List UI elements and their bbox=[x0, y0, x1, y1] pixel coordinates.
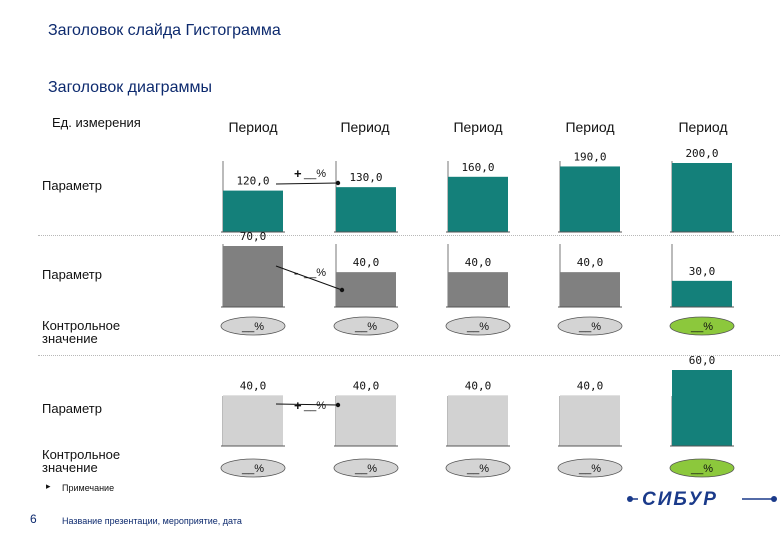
bar bbox=[560, 395, 620, 446]
chart-title: Заголовок диаграммы bbox=[48, 79, 212, 96]
bar bbox=[448, 395, 508, 446]
period-label: Период bbox=[565, 119, 615, 135]
data-label: 40,0 bbox=[353, 379, 380, 392]
change-label: __% bbox=[303, 400, 326, 412]
logo-line-icon bbox=[627, 491, 777, 509]
data-label: 130,0 bbox=[349, 171, 382, 184]
bar bbox=[560, 166, 620, 232]
divider bbox=[38, 235, 780, 236]
change-arrow-head bbox=[335, 402, 341, 408]
data-label: 160,0 bbox=[461, 161, 494, 174]
change-sign: + bbox=[294, 398, 302, 413]
bar bbox=[336, 272, 396, 307]
change-sign: + bbox=[294, 166, 302, 181]
bar bbox=[560, 272, 620, 307]
divider bbox=[38, 355, 780, 356]
note-text: Примечание bbox=[62, 483, 115, 493]
bar bbox=[223, 190, 283, 232]
control-badge bbox=[557, 458, 623, 478]
row-label-line: Контрольное bbox=[42, 447, 121, 462]
control-badge-label: __% bbox=[690, 321, 713, 333]
bar bbox=[672, 163, 732, 232]
period-label: Период bbox=[678, 119, 728, 135]
period-label: Период bbox=[228, 119, 278, 135]
control-badge bbox=[333, 316, 399, 336]
page-number: 6 bbox=[30, 512, 37, 526]
bar bbox=[223, 395, 283, 446]
data-label: 60,0 bbox=[689, 354, 716, 367]
control-badge bbox=[220, 316, 286, 336]
change-label: __% bbox=[303, 168, 326, 180]
change-sign: - bbox=[294, 265, 298, 280]
unit-label: Ед. измерения bbox=[52, 115, 141, 130]
data-label: 40,0 bbox=[465, 379, 492, 392]
control-badge-label: __% bbox=[578, 321, 601, 333]
control-badge bbox=[333, 458, 399, 478]
logo: СИБУР bbox=[642, 489, 718, 510]
bar bbox=[672, 280, 732, 307]
control-badge bbox=[669, 316, 735, 336]
row-label-line: Контрольное bbox=[42, 318, 121, 333]
data-label: 40,0 bbox=[577, 256, 604, 269]
data-label: 70,0 bbox=[240, 230, 267, 243]
data-label: 120,0 bbox=[236, 175, 269, 188]
bar bbox=[336, 395, 396, 446]
change-arrow-head bbox=[339, 287, 345, 293]
control-badge-label: __% bbox=[690, 463, 713, 475]
row-label-line: значение bbox=[42, 460, 98, 475]
change-arrow-line bbox=[275, 403, 339, 406]
bar bbox=[672, 370, 732, 446]
row-label-parameter: Параметр bbox=[42, 178, 102, 193]
row-label-line: значение bbox=[42, 331, 98, 346]
change-arrow-line bbox=[275, 182, 339, 185]
row-label-parameter: Параметр bbox=[42, 267, 102, 282]
bar bbox=[223, 246, 283, 307]
bar bbox=[336, 187, 396, 232]
data-label: 40,0 bbox=[465, 256, 492, 269]
control-badge-label: __% bbox=[354, 321, 377, 333]
control-badge bbox=[669, 458, 735, 478]
row-label-parameter: Параметр bbox=[42, 401, 102, 416]
control-badge-label: __% bbox=[578, 463, 601, 475]
control-badge-label: __% bbox=[466, 321, 489, 333]
footer-text: Название презентации, мероприятие, дата bbox=[62, 516, 242, 526]
control-badge-label: __% bbox=[241, 463, 264, 475]
bar bbox=[448, 272, 508, 307]
row-label-control: Контрольное значение bbox=[42, 319, 120, 345]
data-label: 40,0 bbox=[240, 379, 267, 392]
control-badge-label: __% bbox=[241, 321, 264, 333]
data-label: 40,0 bbox=[577, 379, 604, 392]
data-label: 200,0 bbox=[685, 147, 718, 160]
control-badge-label: __% bbox=[354, 463, 377, 475]
change-label: __% bbox=[303, 267, 326, 279]
bullet-icon: ▸ bbox=[46, 481, 51, 491]
data-label: 30,0 bbox=[689, 265, 716, 278]
bar bbox=[448, 176, 508, 232]
data-label: 190,0 bbox=[573, 150, 606, 163]
control-badge-label: __% bbox=[466, 463, 489, 475]
slide-title: Заголовок слайда Гистограмма bbox=[48, 22, 281, 39]
change-arrow-head bbox=[335, 180, 341, 186]
control-badge bbox=[445, 458, 511, 478]
control-badge bbox=[557, 316, 623, 336]
change-arrow-line bbox=[275, 265, 343, 291]
control-badge bbox=[220, 458, 286, 478]
control-badge bbox=[445, 316, 511, 336]
data-label: 40,0 bbox=[353, 256, 380, 269]
row-label-control: Контрольное значение bbox=[42, 448, 120, 474]
period-label: Период bbox=[340, 119, 390, 135]
period-label: Период bbox=[453, 119, 503, 135]
